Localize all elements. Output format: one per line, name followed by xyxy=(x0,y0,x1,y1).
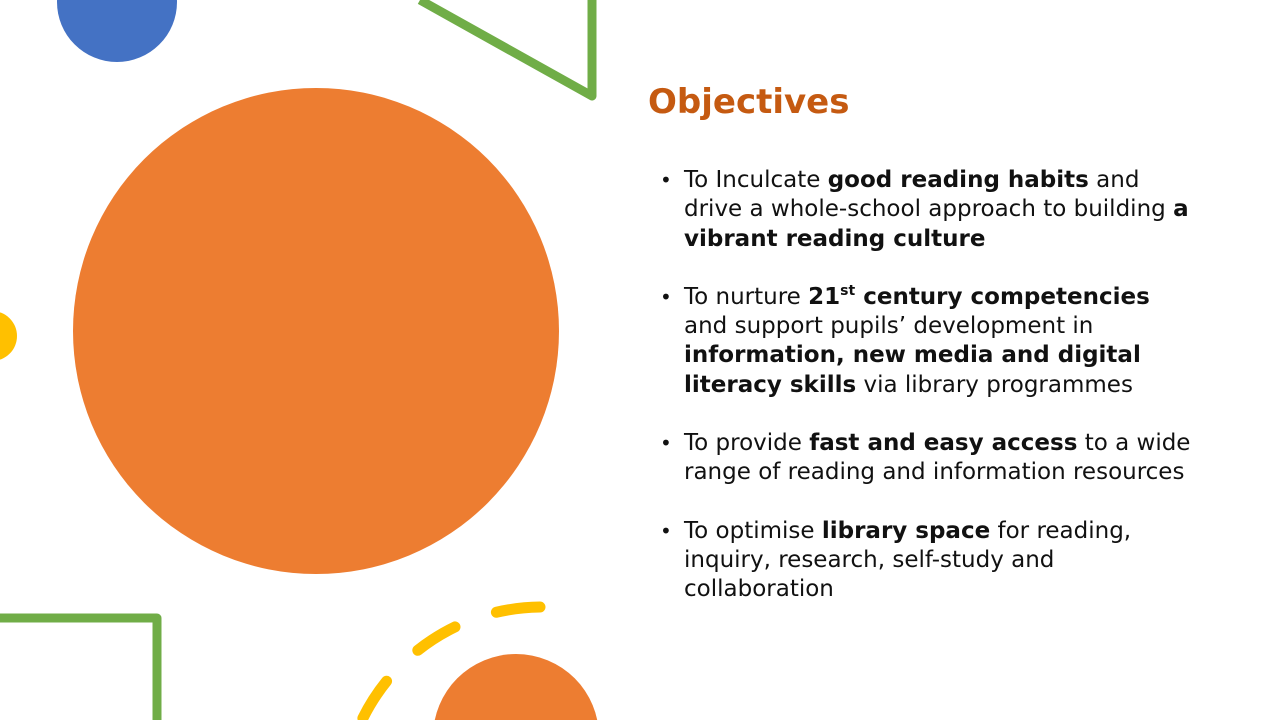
text: via library programmes xyxy=(856,371,1133,398)
text: To provide xyxy=(684,430,810,457)
large-orange-circle-shape xyxy=(73,88,559,574)
text: and drive a whole-school approach to bui… xyxy=(684,167,1174,223)
yellow-dashed-arc-shape xyxy=(356,601,546,720)
text: for reading, inquiry, research, self-stu… xyxy=(684,517,1132,603)
blue-circle-shape xyxy=(57,0,177,62)
small-orange-circle-shape xyxy=(434,654,598,720)
superscript-text: st xyxy=(840,282,856,299)
green-triangle-outline-shape xyxy=(417,0,597,101)
objective-item-competencies: To nurture 21st century competencies and… xyxy=(660,283,1200,400)
objective-item-access: To provide fast and easy access to a wid… xyxy=(660,429,1200,488)
objectives-list: To Inculcate good reading habits and dri… xyxy=(660,166,1200,634)
text: and support pupils’ development in xyxy=(684,313,1094,340)
green-square-outline-shape xyxy=(0,613,162,720)
objective-item-library-space: To optimise library space for reading, i… xyxy=(660,517,1200,605)
text: To optimise xyxy=(684,517,822,544)
bold-text: library space xyxy=(821,517,991,544)
text: To nurture xyxy=(684,283,809,310)
bold-text: information, new media and digital liter… xyxy=(684,342,1141,398)
bold-text: a vibrant reading culture xyxy=(684,196,1189,252)
text: to a wide range of reading and informati… xyxy=(684,430,1191,486)
bold-text: 21 xyxy=(808,283,841,310)
objective-item-reading-habits: To Inculcate good reading habits and dri… xyxy=(660,166,1200,254)
yellow-half-circle-shape xyxy=(0,312,17,360)
slide-title: Objectives xyxy=(648,82,850,122)
text: To Inculcate xyxy=(684,167,828,193)
bold-text: century competencies xyxy=(855,283,1150,310)
bold-text: fast and easy access xyxy=(809,430,1078,457)
bold-text: good reading habits xyxy=(827,167,1089,193)
